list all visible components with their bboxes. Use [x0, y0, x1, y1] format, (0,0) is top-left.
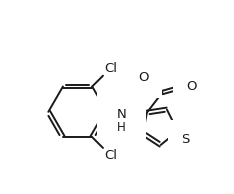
Text: S: S — [182, 133, 190, 146]
Text: Cl: Cl — [104, 149, 117, 162]
Text: O: O — [186, 80, 197, 93]
Text: H: H — [117, 121, 126, 134]
Text: O: O — [138, 71, 148, 84]
Text: Cl: Cl — [104, 62, 117, 75]
Text: N: N — [117, 108, 126, 121]
